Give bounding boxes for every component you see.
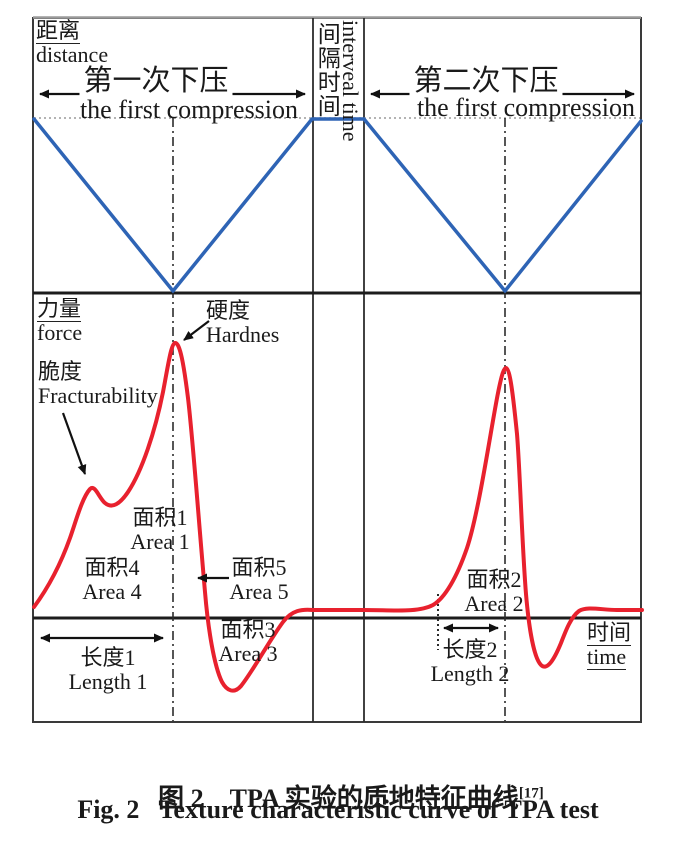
distance-curve: [32, 117, 643, 293]
hardness-label-en: Hardnes: [206, 322, 280, 348]
area3-label-en: Area 3: [218, 641, 278, 667]
hardness-pointer-arrow: [183, 320, 210, 341]
first-compression-label-zh: 第一次下压: [79, 65, 233, 98]
fracturability-pointer-arrow: [61, 412, 87, 475]
distance-axis-label: 距离 distance: [36, 18, 109, 68]
hardness-label-zh: 硬度: [206, 298, 251, 323]
area4-label-zh: 面积4: [84, 555, 140, 580]
caption-zh-text: 图 2 TPA 实验的质地特征曲线: [158, 784, 519, 813]
hardness-label: 硬度 Hardnes: [206, 298, 280, 348]
force-axis-label: 力量 force: [37, 296, 83, 346]
distance-label-en: distance: [36, 42, 109, 68]
time-label-zh: 时间: [587, 620, 632, 646]
force-label-en: force: [37, 320, 83, 346]
length2-label-en: Length 2: [430, 661, 510, 687]
length1-label-zh: 长度1: [80, 645, 136, 670]
area2-label-en: Area 2: [464, 591, 524, 617]
area5-label-en: Area 5: [229, 579, 289, 605]
length2-label-zh: 长度2: [442, 637, 498, 662]
caption-en: Fig. 2 Texture characteristic curve of T…: [77, 795, 599, 824]
area5-label-zh: 面积5: [231, 555, 287, 580]
interval-time-label-zh: 间隔时间: [314, 22, 340, 118]
area3-label-zh: 面积3: [220, 617, 276, 642]
area4-label: 面积4 Area 4: [82, 555, 142, 605]
first-compression-label-en: the first compression: [79, 95, 299, 124]
area1-label: 面积1 Area 1: [130, 505, 190, 555]
area5-label: 面积5 Area 5: [229, 555, 289, 605]
caption-reference: [17]: [518, 785, 544, 802]
caption-zh: 图 2 TPA 实验的质地特征曲线[17]: [0, 748, 676, 842]
distance-label-zh: 距离: [36, 18, 81, 44]
area2-label: 面积2 Area 2: [464, 567, 524, 617]
force-label-zh: 力量: [37, 296, 82, 322]
area3-label: 面积3 Area 3: [218, 617, 278, 667]
second-compression-label-en: the first compression: [416, 93, 636, 122]
area4-label-en: Area 4: [82, 579, 142, 605]
second-compression-label-zh: 第二次下压: [409, 65, 563, 98]
area1-label-en: Area 1: [130, 529, 190, 555]
force-curve: [32, 341, 644, 693]
length1-label-en: Length 1: [68, 669, 148, 695]
area2-label-zh: 面积2: [466, 567, 522, 592]
interval-time-label-en: interveal time: [338, 20, 364, 142]
time-label-en: time: [587, 644, 627, 671]
length2-label: 长度2 Length 2: [430, 637, 510, 687]
time-axis-label: 时间 time: [587, 620, 632, 671]
fracturability-label: 脆度 Fracturability: [38, 359, 158, 409]
area1-label-zh: 面积1: [132, 505, 188, 530]
fracturability-label-en: Fracturability: [38, 383, 158, 409]
fracturability-label-zh: 脆度: [38, 359, 83, 384]
length1-label: 长度1 Length 1: [68, 645, 148, 695]
